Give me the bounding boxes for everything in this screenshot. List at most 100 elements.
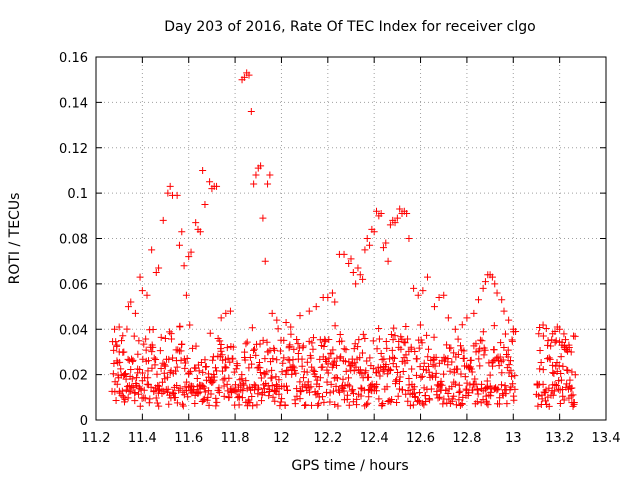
data-point — [283, 382, 291, 390]
data-point — [539, 380, 547, 388]
data-point — [443, 341, 451, 349]
data-point — [436, 393, 444, 401]
data-point — [536, 365, 544, 373]
data-point — [160, 361, 168, 369]
data-point — [377, 349, 385, 357]
data-point — [415, 389, 423, 397]
data-point — [296, 312, 304, 320]
data-point — [238, 371, 246, 379]
data-point — [379, 244, 387, 252]
data-point — [373, 387, 381, 395]
data-point — [118, 387, 126, 395]
data-point — [405, 235, 413, 242]
data-point — [111, 388, 119, 396]
data-point — [461, 373, 469, 381]
data-point — [472, 340, 480, 348]
data-point — [503, 400, 511, 408]
data-point — [383, 383, 391, 391]
data-point — [455, 396, 463, 404]
data-point — [408, 365, 416, 373]
data-point — [509, 380, 517, 388]
data-point — [359, 330, 367, 338]
data-point — [436, 380, 444, 388]
data-point — [243, 338, 251, 346]
data-point — [201, 356, 209, 364]
data-point — [216, 337, 224, 345]
data-point — [447, 344, 455, 352]
data-point — [280, 336, 288, 344]
data-point — [124, 303, 132, 311]
data-point — [278, 395, 286, 403]
data-point — [191, 399, 199, 407]
data-point — [332, 373, 340, 381]
data-point — [122, 375, 130, 383]
data-point — [129, 356, 137, 364]
data-point — [329, 346, 337, 354]
data-point — [387, 330, 395, 338]
data-point — [504, 353, 512, 361]
data-point — [420, 401, 428, 409]
data-point — [402, 322, 410, 330]
data-point — [549, 369, 557, 377]
data-point — [339, 375, 347, 383]
data-point — [270, 346, 278, 354]
data-point — [286, 356, 294, 364]
data-point — [549, 361, 557, 369]
data-point — [559, 362, 567, 370]
data-point — [193, 374, 201, 382]
data-point — [553, 382, 561, 390]
data-point — [168, 335, 176, 343]
data-point — [384, 257, 392, 265]
data-point — [403, 357, 411, 365]
data-point — [332, 382, 340, 390]
data-point — [223, 380, 231, 388]
data-point — [444, 354, 452, 362]
data-point — [487, 388, 495, 396]
data-point — [240, 381, 248, 389]
data-point — [391, 354, 399, 362]
data-point — [220, 392, 228, 400]
data-point — [483, 399, 491, 407]
data-point — [336, 388, 344, 396]
x-tick-label: 12 — [273, 431, 290, 446]
data-point — [480, 351, 488, 359]
data-point — [112, 396, 120, 404]
data-point — [156, 347, 164, 355]
data-point — [164, 189, 172, 197]
data-point — [467, 365, 475, 373]
data-point — [444, 389, 452, 397]
data-point — [264, 348, 272, 356]
data-point — [486, 371, 494, 379]
data-point — [251, 345, 259, 353]
data-point — [121, 395, 129, 403]
data-point — [356, 354, 364, 362]
data-point — [329, 361, 337, 369]
data-point — [140, 340, 148, 348]
data-point — [363, 357, 371, 365]
data-point — [128, 375, 136, 383]
data-point — [177, 347, 185, 355]
data-point — [202, 362, 210, 370]
data-point — [209, 356, 217, 364]
data-point — [256, 364, 264, 372]
y-tick-label: 0.06 — [59, 278, 88, 293]
data-point — [511, 385, 519, 393]
data-point — [219, 376, 227, 384]
data-point — [366, 354, 374, 362]
data-point — [404, 397, 412, 405]
data-point — [323, 378, 331, 386]
data-point — [420, 384, 428, 392]
data-point — [181, 359, 189, 367]
data-point — [186, 367, 194, 375]
data-point — [333, 362, 341, 370]
data-point — [307, 354, 315, 362]
data-point — [550, 387, 558, 395]
data-point — [308, 339, 316, 347]
data-point — [427, 385, 435, 393]
data-point — [474, 390, 482, 398]
data-point — [165, 400, 173, 408]
x-axis-label: GPS time / hours — [291, 458, 408, 474]
data-point — [163, 373, 171, 381]
data-point — [450, 349, 458, 357]
